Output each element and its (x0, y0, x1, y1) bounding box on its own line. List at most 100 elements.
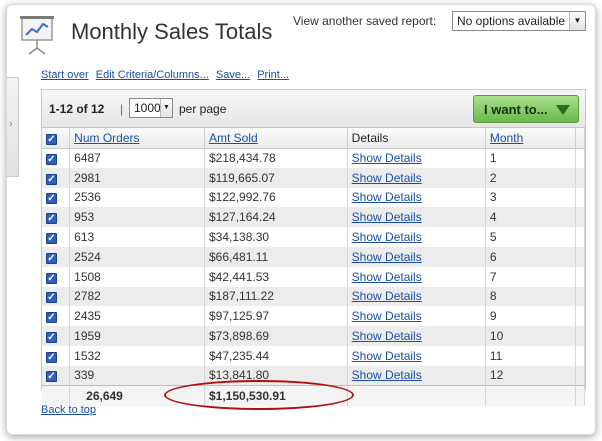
checkbox-checked-icon: ✓ (46, 351, 57, 363)
triangle-down-icon (556, 105, 570, 115)
row-checkbox[interactable]: ✓ (42, 167, 71, 188)
totals-empty (485, 385, 577, 406)
cell-details: Show Details (347, 266, 486, 287)
cell-month: 7 (485, 266, 577, 287)
table-row: ✓ 2435 $97,125.97 Show Details 9 (42, 306, 585, 327)
cell-month: 5 (485, 227, 577, 247)
cell-details: Show Details (347, 306, 486, 327)
cell-amt: $73,898.69 (204, 326, 348, 346)
show-details-link[interactable]: Show Details (351, 170, 422, 185)
saved-report-select[interactable]: No options available ▼ (452, 11, 586, 31)
results-toolbar: 1-12 of 12 | 1000 ▼ per page I want to..… (42, 90, 585, 128)
cell-spacer (575, 286, 585, 307)
checkbox-checked-icon: ✓ (46, 332, 57, 344)
toolbar-separator: | (120, 102, 124, 116)
i-want-to-label: I want to... (484, 102, 548, 117)
edit-criteria-link[interactable]: Edit Criteria/Columns... (95, 69, 209, 81)
row-checkbox[interactable]: ✓ (42, 187, 71, 208)
cell-amt: $218,434.78 (204, 148, 348, 168)
totals-empty (347, 385, 486, 406)
cell-orders: 953 (69, 207, 205, 228)
cell-amt: $127,164.24 (204, 207, 348, 228)
checkbox-checked-icon: ✓ (46, 193, 57, 205)
per-page-select[interactable]: 1000 ▼ (129, 98, 173, 118)
cell-spacer (575, 187, 585, 208)
col-details-label: Details (351, 130, 389, 145)
cell-amt: $97,125.97 (204, 306, 348, 327)
cell-orders: 2782 (69, 286, 205, 307)
show-details-link[interactable]: Show Details (351, 230, 422, 245)
saved-report-value: No options available (457, 14, 566, 28)
row-checkbox[interactable]: ✓ (42, 326, 71, 346)
report-window: › Monthly Sales Totals View another save… (6, 4, 596, 435)
checkbox-checked-icon: ✓ (46, 133, 57, 145)
table-row: ✓ 1532 $47,235.44 Show Details 11 (42, 345, 585, 366)
cell-month: 11 (485, 345, 577, 366)
back-to-top-link[interactable]: Back to top (41, 404, 97, 416)
table-row: ✓ 613 $34,138.30 Show Details 5 (42, 227, 585, 247)
show-details-link[interactable]: Show Details (351, 210, 422, 225)
cell-amt: $66,481.11 (204, 246, 348, 267)
row-checkbox[interactable]: ✓ (42, 266, 71, 287)
table-row: ✓ 2782 $187,111.22 Show Details 8 (42, 286, 585, 307)
cell-details: Show Details (347, 207, 486, 228)
cell-orders: 2981 (69, 167, 205, 188)
cell-orders: 2435 (69, 306, 205, 327)
checkbox-checked-icon: ✓ (46, 213, 57, 225)
show-details-link[interactable]: Show Details (351, 348, 422, 363)
row-checkbox[interactable]: ✓ (42, 345, 71, 366)
row-checkbox[interactable]: ✓ (42, 246, 71, 267)
dropdown-arrow-icon: ▼ (160, 99, 172, 117)
side-panel-toggle[interactable]: › (7, 77, 19, 177)
table-row: ✓ 6487 $218,434.78 Show Details 1 (42, 148, 585, 168)
show-details-link[interactable]: Show Details (351, 309, 422, 324)
cell-month: 6 (485, 246, 577, 267)
row-checkbox[interactable]: ✓ (42, 148, 71, 168)
table-row: ✓ 2524 $66,481.11 Show Details 6 (42, 246, 585, 267)
cell-details: Show Details (347, 148, 486, 168)
col-spacer (575, 128, 585, 149)
cell-orders: 1959 (69, 326, 205, 346)
i-want-to-button[interactable]: I want to... (473, 95, 579, 123)
checkbox-checked-icon: ✓ (46, 371, 57, 383)
cell-details: Show Details (347, 167, 486, 188)
col-month[interactable]: Month (485, 128, 577, 149)
row-checkbox[interactable]: ✓ (42, 365, 71, 386)
cell-month: 3 (485, 187, 577, 208)
annotation-circle (164, 380, 354, 410)
print-link[interactable]: Print... (257, 69, 290, 81)
col-num-orders[interactable]: Num Orders (69, 128, 205, 149)
cell-spacer (575, 207, 585, 228)
cell-spacer (575, 246, 585, 267)
cell-spacer (575, 148, 585, 168)
cell-amt: $187,111.22 (204, 286, 348, 307)
table-row: ✓ 953 $127,164.24 Show Details 4 (42, 207, 585, 228)
cell-spacer (575, 326, 585, 346)
cell-amt: $47,235.44 (204, 345, 348, 366)
col-amt-sold[interactable]: Amt Sold (204, 128, 348, 149)
start-over-link[interactable]: Start over (41, 69, 89, 81)
cell-orders: 613 (69, 227, 205, 247)
row-checkbox[interactable]: ✓ (42, 286, 71, 307)
cell-amt: $34,138.30 (204, 227, 348, 247)
show-details-link[interactable]: Show Details (351, 190, 422, 205)
show-details-link[interactable]: Show Details (351, 151, 422, 166)
cell-details: Show Details (347, 246, 486, 267)
cell-details: Show Details (347, 365, 486, 386)
results-panel: 1-12 of 12 | 1000 ▼ per page I want to..… (41, 89, 586, 406)
row-checkbox[interactable]: ✓ (42, 207, 71, 228)
show-details-link[interactable]: Show Details (351, 269, 422, 284)
row-checkbox[interactable]: ✓ (42, 227, 71, 247)
show-details-link[interactable]: Show Details (351, 289, 422, 304)
show-details-link[interactable]: Show Details (351, 368, 422, 383)
save-link[interactable]: Save... (215, 69, 251, 81)
presentation-chart-icon (20, 16, 54, 55)
chevron-right-icon: › (9, 118, 13, 130)
row-checkbox[interactable]: ✓ (42, 306, 71, 327)
show-details-link[interactable]: Show Details (351, 249, 422, 264)
cell-amt: $42,441.53 (204, 266, 348, 287)
show-details-link[interactable]: Show Details (351, 329, 422, 344)
totals-empty (575, 385, 585, 406)
table-row: ✓ 2981 $119,665.07 Show Details 2 (42, 167, 585, 188)
select-all-checkbox[interactable]: ✓ (42, 128, 71, 149)
